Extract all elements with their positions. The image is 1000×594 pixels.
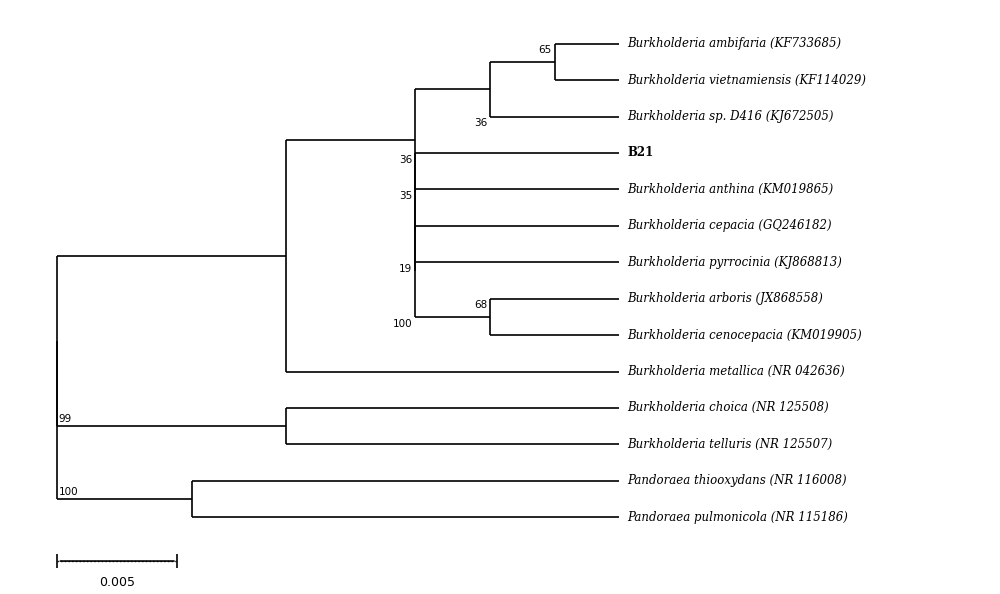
Text: Pandoraea thiooxydans (NR 116008): Pandoraea thiooxydans (NR 116008) xyxy=(627,474,847,487)
Text: 19: 19 xyxy=(399,264,412,274)
Text: Pandoraea pulmonicola (NR 115186): Pandoraea pulmonicola (NR 115186) xyxy=(627,511,848,524)
Text: 0.005: 0.005 xyxy=(99,576,135,589)
Text: Burkholderia metallica (NR 042636): Burkholderia metallica (NR 042636) xyxy=(627,365,845,378)
Text: Burkholderia ambifaria (KF733685): Burkholderia ambifaria (KF733685) xyxy=(627,37,841,50)
Text: Burkholderia telluris (NR 125507): Burkholderia telluris (NR 125507) xyxy=(627,438,833,451)
Text: Burkholderia cenocepacia (KM019905): Burkholderia cenocepacia (KM019905) xyxy=(627,328,862,342)
Text: Burkholderia choica (NR 125508): Burkholderia choica (NR 125508) xyxy=(627,402,829,415)
Text: Burkholderia anthina (KM019865): Burkholderia anthina (KM019865) xyxy=(627,183,834,196)
Text: 100: 100 xyxy=(393,318,412,328)
Text: B21: B21 xyxy=(627,147,654,159)
Text: Burkholderia sp. D416 (KJ672505): Burkholderia sp. D416 (KJ672505) xyxy=(627,110,834,123)
Text: 35: 35 xyxy=(399,191,412,201)
Text: 36: 36 xyxy=(474,118,487,128)
Text: 100: 100 xyxy=(58,487,78,497)
Text: 36: 36 xyxy=(399,154,412,165)
Text: 68: 68 xyxy=(474,301,487,311)
Text: Burkholderia vietnamiensis (KF114029): Burkholderia vietnamiensis (KF114029) xyxy=(627,74,866,87)
Text: Burkholderia cepacia (GQ246182): Burkholderia cepacia (GQ246182) xyxy=(627,219,832,232)
Text: 65: 65 xyxy=(538,46,552,55)
Text: 99: 99 xyxy=(58,415,72,424)
Text: Burkholderia arboris (JX868558): Burkholderia arboris (JX868558) xyxy=(627,292,823,305)
Text: Burkholderia pyrrocinia (KJ868813): Burkholderia pyrrocinia (KJ868813) xyxy=(627,256,842,268)
